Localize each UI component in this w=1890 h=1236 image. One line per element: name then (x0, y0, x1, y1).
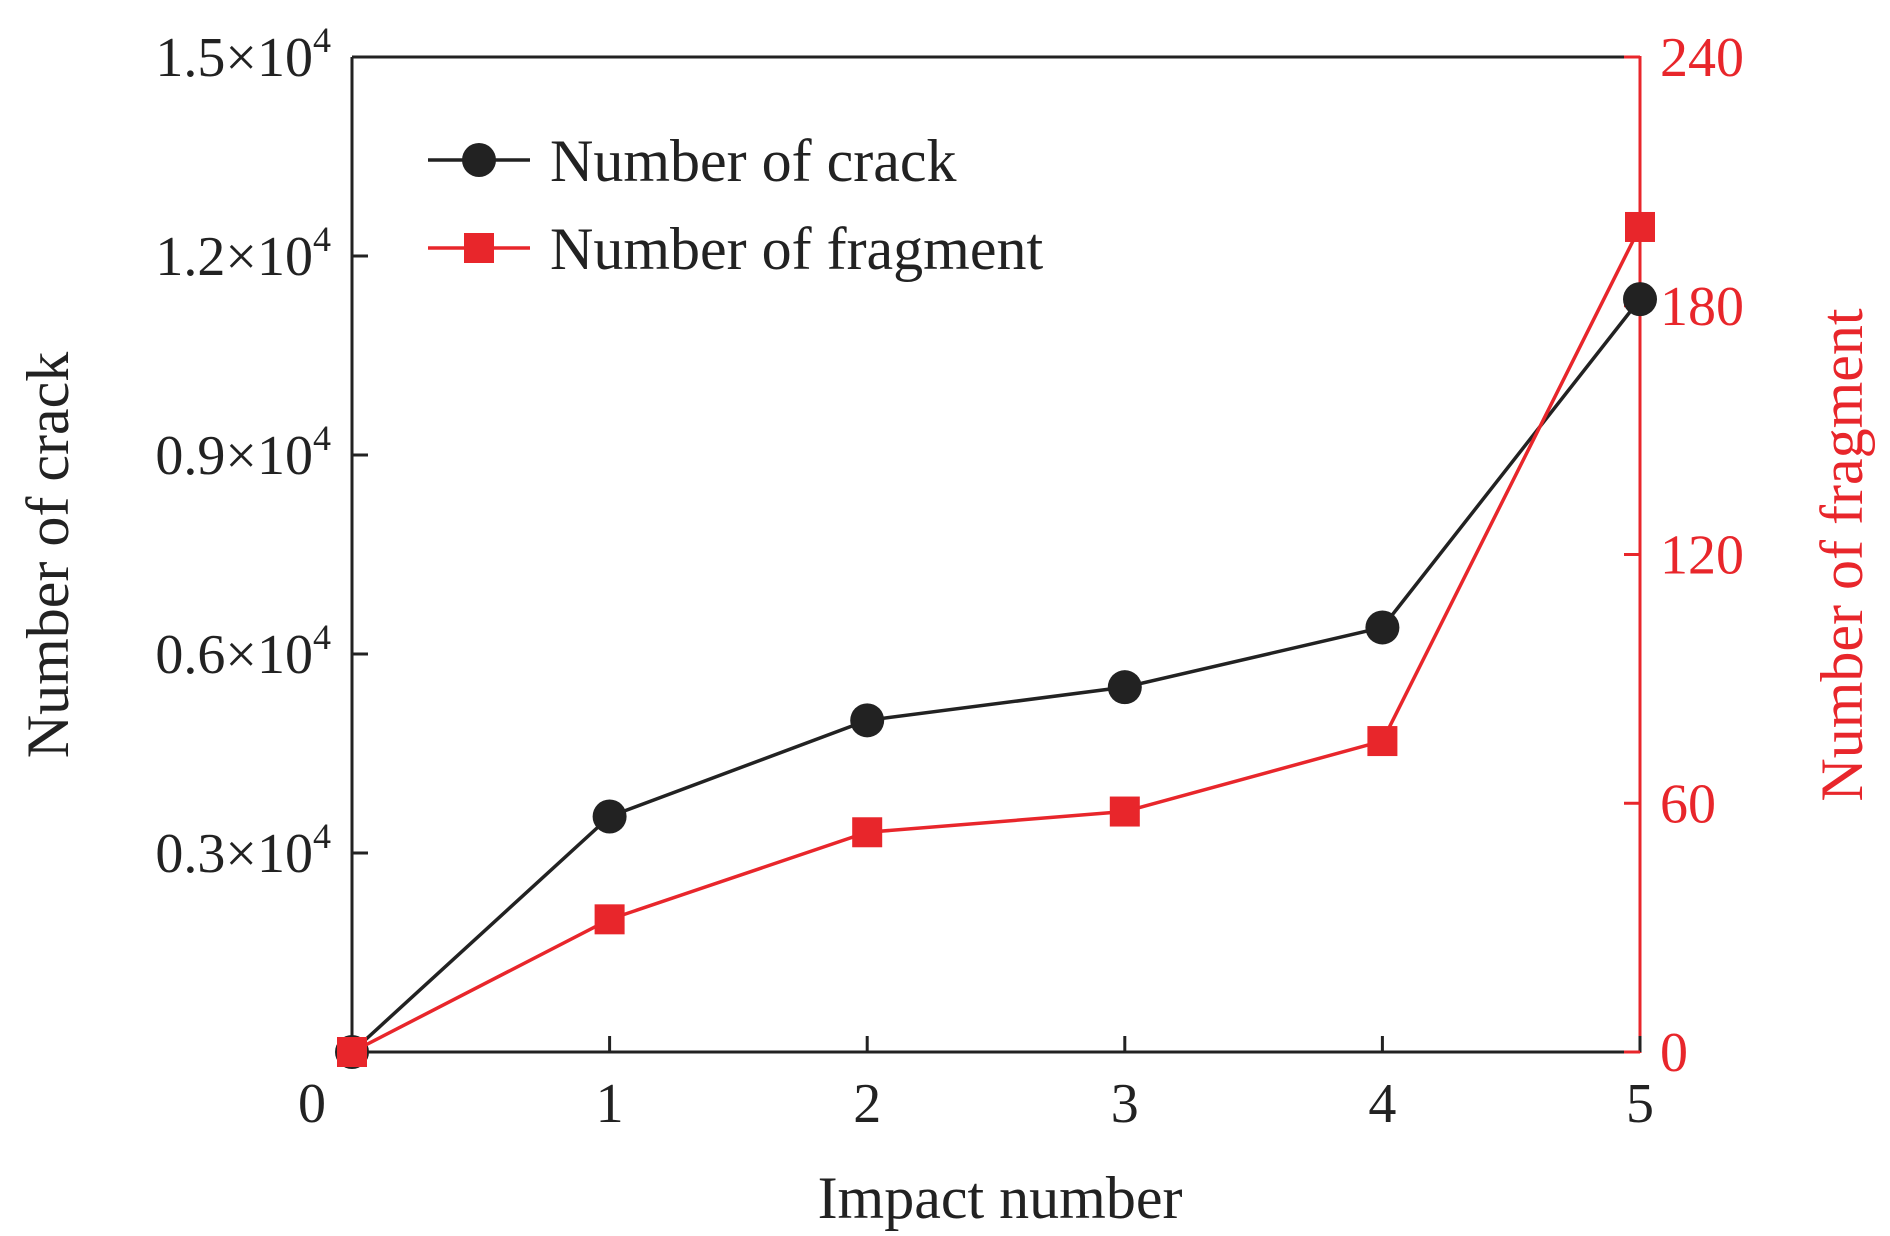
x-tick-label: 3 (1111, 1073, 1139, 1135)
y2-tick-label: 180 (1660, 276, 1744, 338)
fragment-data-point (1109, 796, 1140, 827)
x-axis-title: Impact number (818, 1165, 1183, 1231)
series-layer (335, 211, 1657, 1069)
fragment-data-point (852, 817, 883, 848)
y-tick-label: 1.5×104 (155, 20, 331, 89)
legend-marker-square (464, 233, 494, 263)
y2-tick-label: 120 (1660, 525, 1744, 587)
crack-data-point (1107, 670, 1142, 705)
y-tick-label: 0.3×104 (155, 816, 331, 885)
x-tick-label: 2 (853, 1073, 881, 1135)
series-line-1 (350, 298, 1642, 1054)
series-line-2 (351, 226, 1642, 1054)
legend-marker-circle (462, 143, 496, 177)
crack-data-point (592, 799, 627, 834)
y2-tick-label: 0 (1660, 1022, 1688, 1084)
y2-tick-label: 60 (1660, 773, 1716, 835)
y-tick-label: 0.6×104 (155, 617, 331, 686)
y-axis-title: Number of crack (15, 352, 81, 758)
fragment-data-point (1367, 726, 1398, 757)
x-tick-label: 1 (596, 1073, 624, 1135)
y-tick-label: 0.9×104 (155, 418, 331, 487)
legend-label-2: Number of fragment (550, 216, 1043, 282)
y-tick-label: 1.2×104 (155, 219, 331, 288)
y2-tick-label: 240 (1660, 27, 1744, 89)
fragment-data-point (337, 1037, 367, 1067)
crack-data-point (1365, 610, 1400, 645)
legend-label-1: Number of crack (550, 128, 956, 194)
axes: 0 1 2 3 4 5 0.3×104 0.6×104 0.9×104 1.2×104 1.5×10… (155, 20, 1744, 1135)
crack-data-point (1623, 282, 1657, 317)
legend: Number of crack Number of fragment (428, 128, 1043, 282)
crack-data-point (850, 703, 885, 738)
x-tick-label: 5 (1626, 1073, 1654, 1135)
fragment-data-point (594, 904, 625, 935)
fragment-data-point (1625, 211, 1655, 242)
x-tick-label: 4 (1368, 1073, 1396, 1135)
x-tick-label: 0 (298, 1073, 326, 1135)
y2-axis-title: Number of fragment (1809, 308, 1875, 801)
